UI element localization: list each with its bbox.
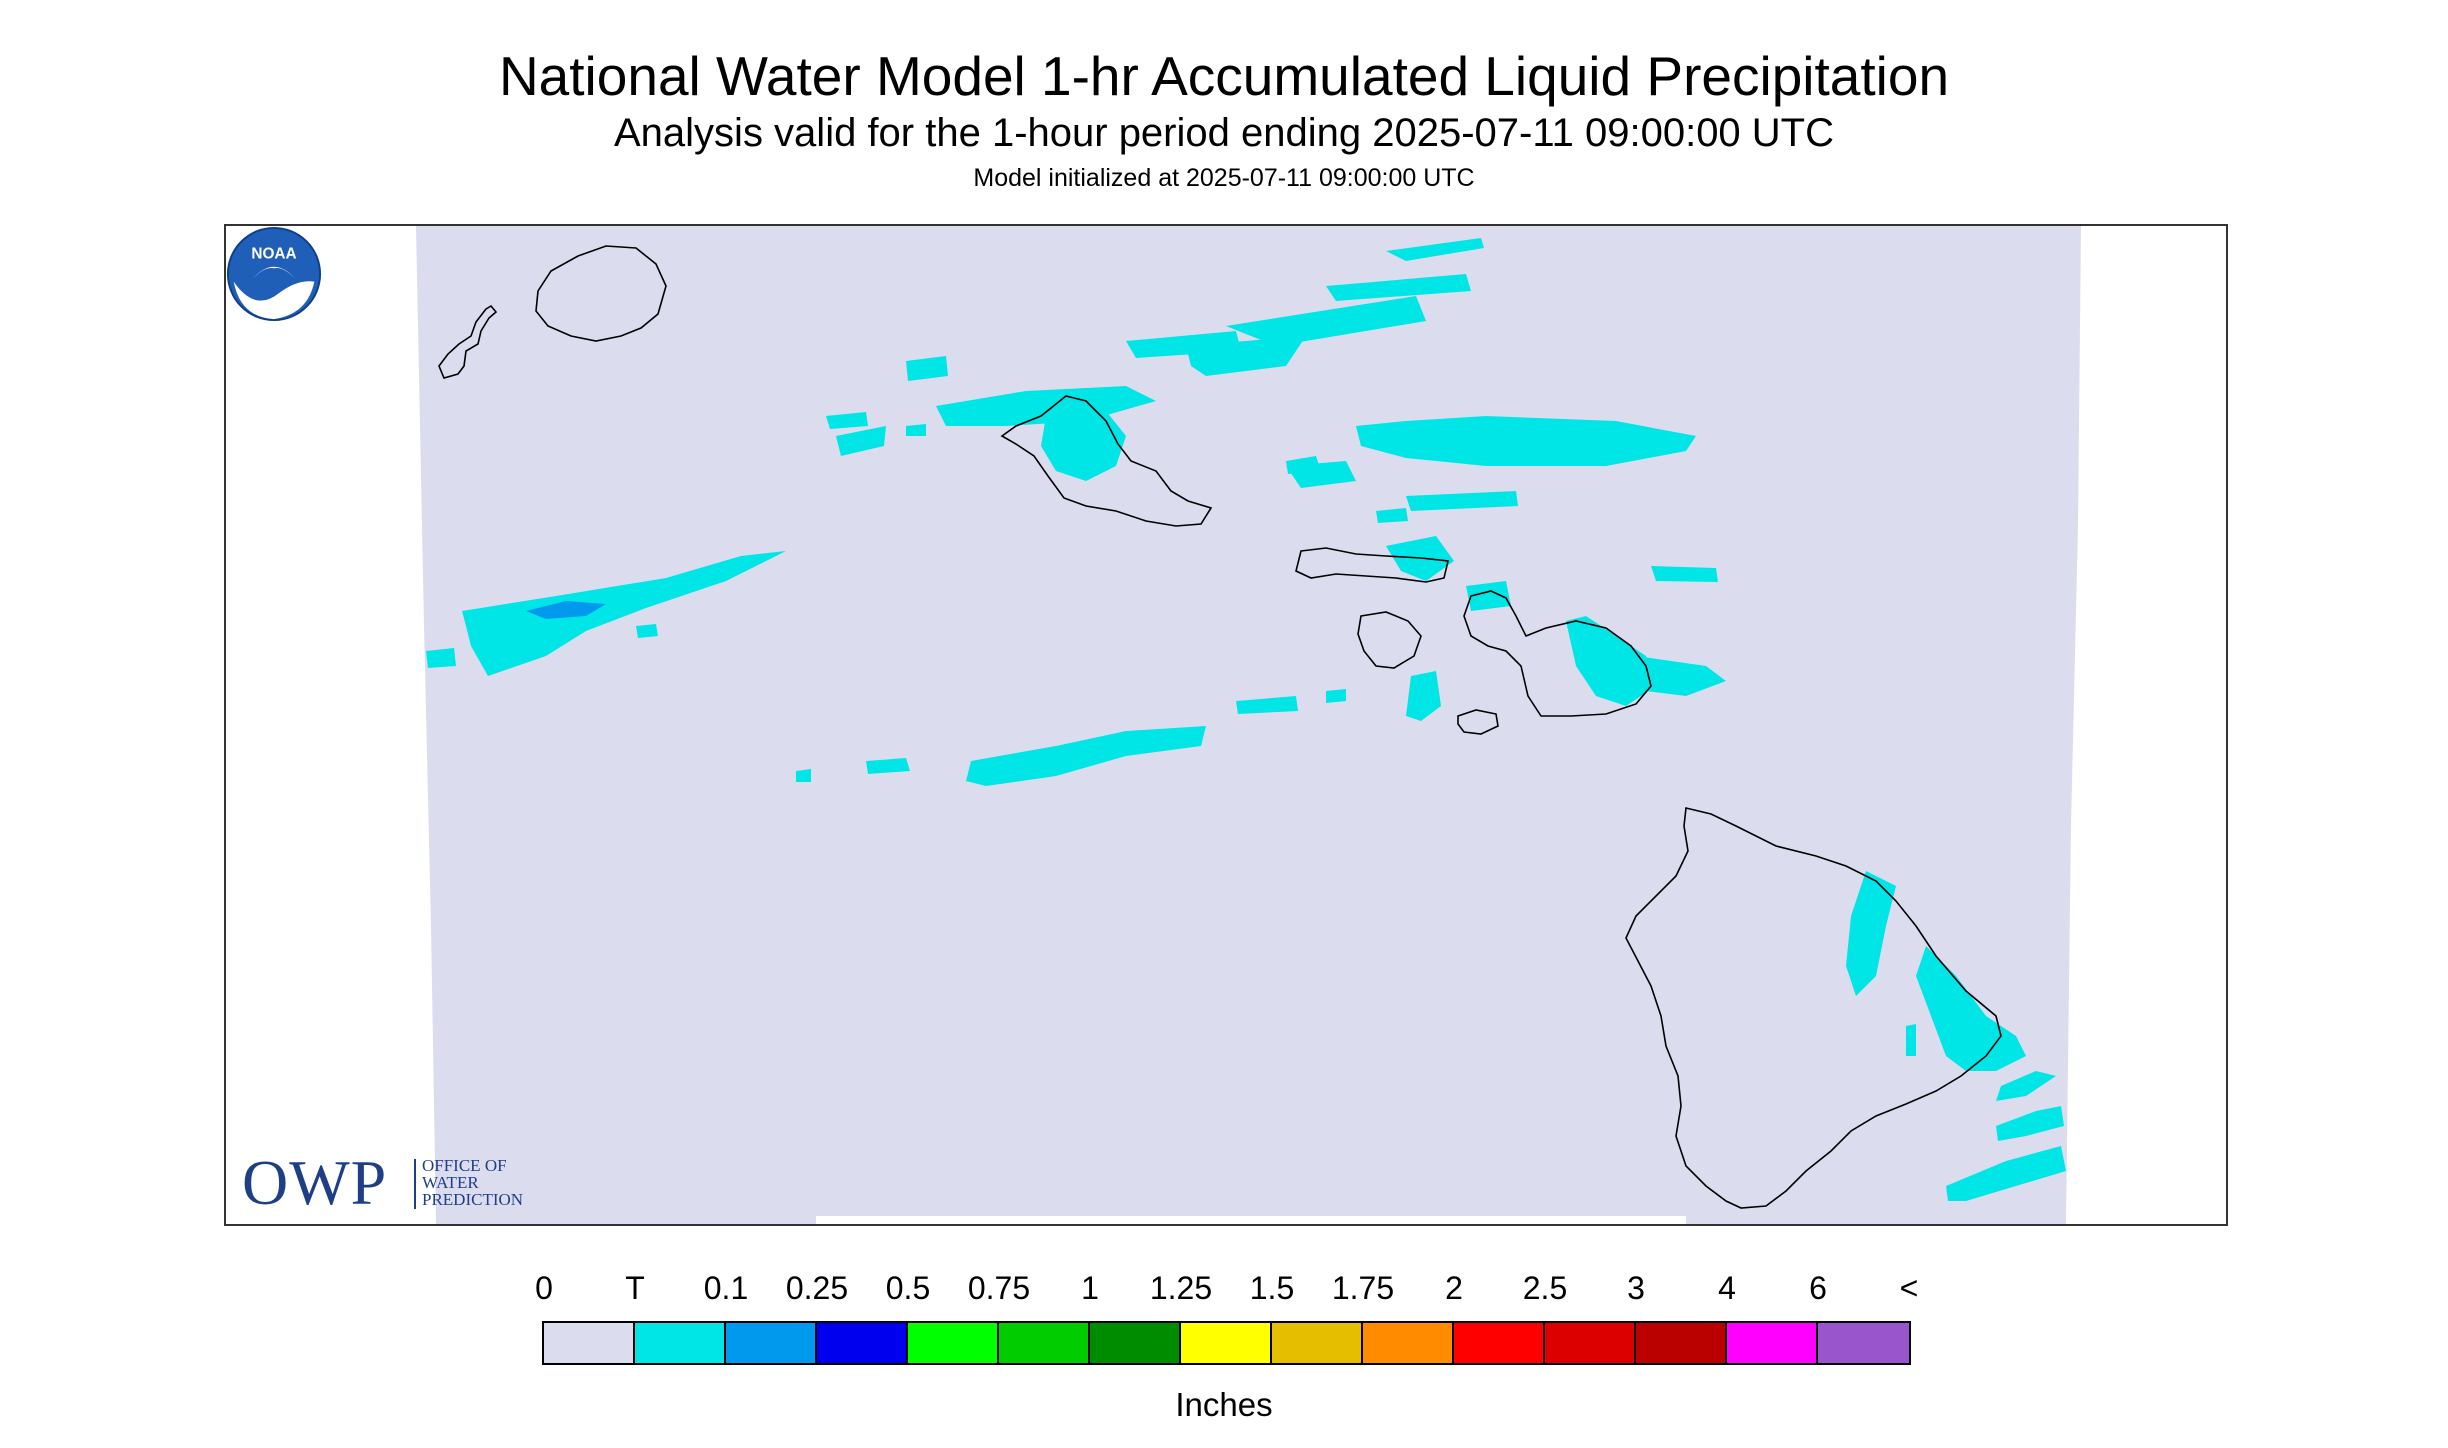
maui-outline: [1463, 590, 1652, 717]
legend-labels: 0 T 0.1 0.25 0.5 0.75 1 1.25 1.5 1.75 2 2.5 3 4 6 <: [0, 1270, 2448, 1310]
precipitation-map: OWP OFFICE OF WATER PREDICTION NOAA: [224, 224, 2228, 1226]
legend-tick-label: <: [1899, 1270, 1919, 1306]
legend-tick-label: 1.75: [1331, 1270, 1395, 1306]
legend-swatch: [817, 1323, 908, 1363]
kahoolawe-outline: [1457, 709, 1499, 735]
legend-swatch: [635, 1323, 726, 1363]
legend-tick-label: 0.1: [703, 1270, 749, 1306]
legend-tick-label: 0.5: [885, 1270, 931, 1306]
legend-tick-label: T: [625, 1270, 645, 1306]
legend-tick-label: 3: [1627, 1270, 1645, 1306]
owp-logo-line3: PREDICTION: [422, 1190, 524, 1209]
legend-units: Inches: [1175, 1386, 1273, 1423]
owp-logo-mark: OWP: [242, 1147, 388, 1218]
molokai-outline: [1295, 547, 1449, 583]
legend-swatch: [1090, 1323, 1181, 1363]
valid-period-subtitle: Analysis valid for the 1-hour period end…: [614, 111, 1834, 155]
owp-logo-divider: [414, 1159, 416, 1209]
precip-light-areas: [526, 601, 606, 619]
legend-swatch: [1363, 1323, 1454, 1363]
legend-swatch: [1818, 1323, 1909, 1363]
map-canvas: [416, 226, 2081, 1224]
owp-logo-line1: OFFICE OF: [422, 1156, 507, 1175]
noaa-logo: NOAA: [226, 226, 322, 322]
owp-logo-text: OFFICE OF WATER PREDICTION: [422, 1157, 523, 1208]
legend-tick-label: 1: [1081, 1270, 1099, 1306]
model-init-text: Model initialized at 2025-07-11 09:00:00…: [973, 164, 1475, 192]
legend-tick-label: 4: [1718, 1270, 1736, 1306]
niihau-outline: [438, 304, 498, 379]
legend-tick-label: 0.75: [967, 1270, 1031, 1306]
legend-swatch: [999, 1323, 1090, 1363]
legend-tick-label: 0: [535, 1270, 553, 1306]
legend-swatch: [726, 1323, 817, 1363]
kauai-outline: [535, 245, 667, 342]
legend-tick-label: 0.25: [785, 1270, 849, 1306]
legend-tick-label: 2: [1445, 1270, 1463, 1306]
owp-logo-line2: WATER: [422, 1173, 479, 1192]
model-domain: [416, 226, 2081, 1224]
map-title: National Water Model 1-hr Accumulated Li…: [498, 45, 1950, 107]
legend-color-bar: [542, 1321, 1911, 1365]
legend-swatch: [908, 1323, 999, 1363]
legend-tick-label: 2.5: [1522, 1270, 1568, 1306]
precip-trace-areas: [426, 238, 2066, 1201]
legend-tick-label: 1.5: [1249, 1270, 1295, 1306]
oahu-outline: [1000, 395, 1213, 527]
legend-swatch: [1636, 1323, 1727, 1363]
big-island-outline: [1625, 807, 2002, 1209]
legend-swatch: [1545, 1323, 1636, 1363]
legend-tick-label: 6: [1809, 1270, 1827, 1306]
legend-swatch: [1727, 1323, 1818, 1363]
lanai-outline: [1357, 611, 1422, 669]
legend-swatch: [544, 1323, 635, 1363]
legend-swatch: [1454, 1323, 1545, 1363]
legend-swatch: [1272, 1323, 1363, 1363]
noaa-logo-text: NOAA: [251, 246, 296, 263]
island-coastlines: [438, 245, 2002, 1209]
legend-tick-label: 1.25: [1149, 1270, 1213, 1306]
legend-swatch: [1181, 1323, 1272, 1363]
